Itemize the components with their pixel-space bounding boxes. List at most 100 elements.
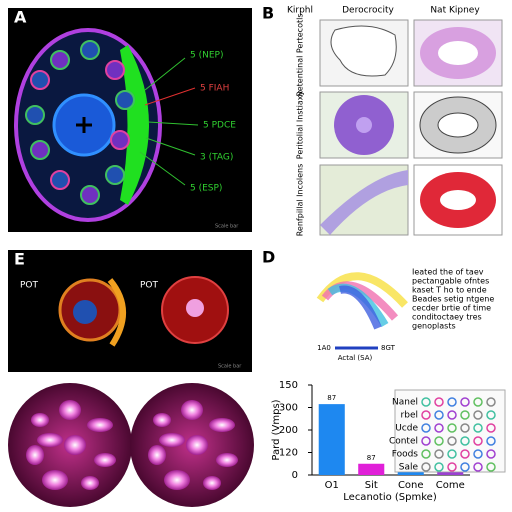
- cell: [153, 413, 171, 427]
- cell: [159, 433, 185, 447]
- row-label: Peritolial Instiaxy: [296, 91, 305, 160]
- legend-swatch: [447, 397, 457, 407]
- legend-swatch: [473, 436, 483, 446]
- x-tick-label: Come: [436, 480, 465, 491]
- panel-label: E: [14, 250, 25, 269]
- text-line: conditoctaey tres: [412, 313, 482, 322]
- cell: [209, 418, 235, 432]
- scale-text: Scale bar: [218, 364, 242, 370]
- arcs: [316, 272, 408, 330]
- legend-label: rbel: [401, 411, 418, 421]
- cell: [186, 435, 208, 455]
- legend-swatch: [473, 462, 483, 472]
- scale-label: 8GT: [381, 344, 396, 352]
- legend-swatch: [421, 462, 431, 472]
- text-line: Ieated the of taev: [412, 268, 484, 277]
- legend-swatch: [421, 436, 431, 446]
- x-tick-label: Sit: [365, 480, 378, 491]
- legend-swatch: [447, 423, 457, 433]
- legend-swatch: [434, 436, 444, 446]
- cell: [94, 453, 116, 467]
- column-header: Nat Kipney: [430, 6, 480, 16]
- legend-label: Sale: [399, 463, 419, 473]
- organelle: [50, 50, 70, 70]
- legend-swatch: [460, 410, 470, 420]
- legend-swatch: [421, 397, 431, 407]
- legend-label: Contel: [389, 437, 418, 447]
- annotation: 5 (ESP): [190, 184, 222, 194]
- annotation: 3 (TAG): [200, 153, 233, 163]
- cell: [31, 413, 49, 427]
- x-tick-label: Cone: [398, 480, 424, 491]
- organelle: [50, 170, 70, 190]
- organelle: [105, 165, 125, 185]
- scale-text: Scale bar: [215, 224, 239, 230]
- text-line: cecder brtie of time: [412, 304, 491, 313]
- organelles: [25, 40, 135, 205]
- text-line: Beades setig ntgene: [412, 295, 494, 304]
- legend-swatch: [473, 449, 483, 459]
- organelle: [25, 105, 45, 125]
- organelle: [80, 40, 100, 60]
- y-tick-label: 150: [279, 380, 298, 391]
- panel-label: D: [262, 248, 275, 267]
- text-line: pectangable ofntes: [412, 277, 489, 286]
- cell: [59, 400, 81, 420]
- column-header: Kirphl: [287, 6, 313, 16]
- legend-swatch: [434, 462, 444, 472]
- legend-swatch: [460, 397, 470, 407]
- legend-swatch: [447, 462, 457, 472]
- legend-swatch: [486, 449, 496, 459]
- cell: [148, 445, 166, 465]
- legend-swatch: [486, 423, 496, 433]
- organelle: [105, 60, 125, 80]
- legend-swatch: [421, 423, 431, 433]
- caption: POT: [140, 281, 159, 291]
- legend-label: Foods: [392, 450, 419, 460]
- legend-swatch: [434, 449, 444, 459]
- cell: [64, 435, 86, 455]
- legend-label: Ucde: [395, 424, 418, 434]
- bar: [358, 463, 385, 475]
- y-tick-label: 0: [292, 470, 298, 481]
- legend-swatch: [473, 410, 483, 420]
- nucleus-mark: [76, 117, 92, 133]
- organelle: [110, 130, 130, 150]
- cell: [37, 433, 63, 447]
- y-tick-label: 200: [279, 425, 298, 436]
- row-label: Renfpillal Incolens: [296, 164, 305, 237]
- legend-swatch: [421, 449, 431, 459]
- legend-swatch: [473, 423, 483, 433]
- caption: POT: [20, 281, 39, 291]
- panel-label: A: [14, 8, 27, 27]
- legend-swatch: [434, 410, 444, 420]
- cell: [164, 470, 190, 490]
- legend-swatch: [447, 436, 457, 446]
- cell: [216, 453, 238, 467]
- text-line: genoplasts: [412, 322, 456, 331]
- bar-note: 87: [367, 454, 376, 462]
- legend-swatch: [486, 410, 496, 420]
- organelle: [30, 70, 50, 90]
- annotation: 5 (NEP): [190, 51, 223, 61]
- annotation: 5 PDCE: [203, 121, 236, 131]
- bar: [437, 472, 464, 475]
- legend-swatch: [486, 436, 496, 446]
- legend-label: Nanel: [392, 398, 418, 408]
- x-axis-label: Lecanotio (Spmke): [343, 492, 437, 503]
- cell: [81, 476, 99, 490]
- membrane: [107, 278, 126, 347]
- cell: [181, 400, 203, 420]
- legend-swatch: [460, 449, 470, 459]
- legend-swatch: [460, 436, 470, 446]
- scale-label: 1A0: [317, 344, 331, 352]
- legend-swatch: [447, 410, 457, 420]
- annotation: 5 FIAH: [200, 84, 229, 94]
- legend-swatch: [421, 410, 431, 420]
- bar: [397, 472, 424, 475]
- nucleus: [186, 299, 204, 317]
- organelle: [115, 90, 135, 110]
- x-tick-label: O1: [325, 480, 339, 491]
- panel-label: B: [262, 4, 274, 23]
- legend-swatch: [486, 397, 496, 407]
